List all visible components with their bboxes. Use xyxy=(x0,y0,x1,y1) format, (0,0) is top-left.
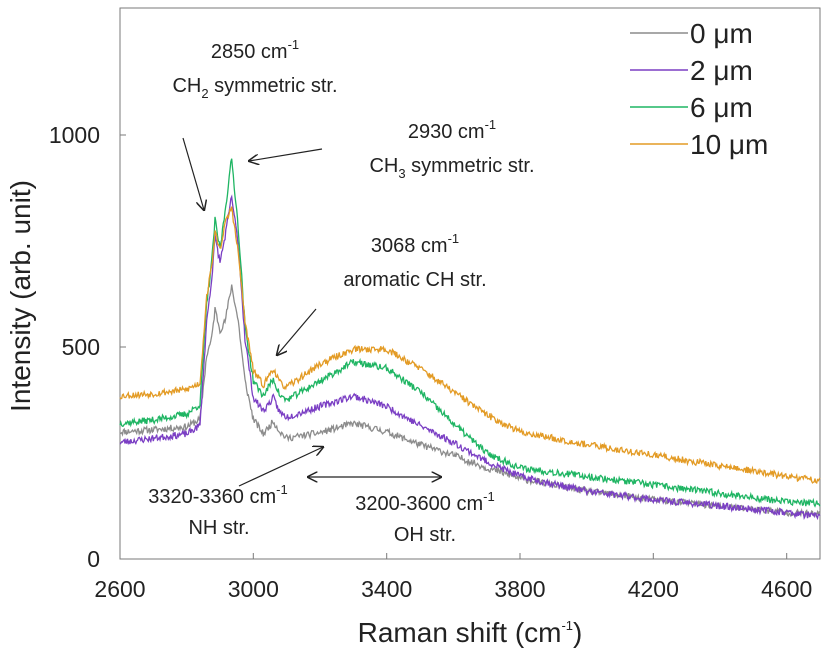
series-line-2um xyxy=(119,194,821,521)
annotation-2850-line1: 2850 cm-1 xyxy=(211,37,299,63)
legend: 0 μm 2 μm 6 μm 10 μm xyxy=(630,18,768,160)
x-axis-title: Raman shift (cm-1) xyxy=(358,617,583,648)
legend-label-0um: 0 μm xyxy=(690,18,753,49)
annotation-2930-arrow xyxy=(249,148,323,161)
annotation-nh-line2: NH str. xyxy=(188,517,249,539)
annotation-2930-line1: 2930 cm-1 xyxy=(408,117,496,143)
annotations: 2850 cm-1 CH2 symmetric str. 2930 cm-1 C… xyxy=(148,37,534,546)
annotation-oh-line2: OH str. xyxy=(394,524,456,546)
x-tick-label: 4200 xyxy=(628,576,679,602)
series-layer xyxy=(119,158,821,521)
annotation-oh-line1: 3200-3600 cm-1 xyxy=(355,489,494,515)
series-line-0um xyxy=(119,284,821,519)
legend-label-2um: 2 μm xyxy=(690,55,753,86)
annotation-3068-line1: 3068 cm-1 xyxy=(371,231,459,257)
x-tick-label: 3000 xyxy=(228,576,279,602)
annotation-nh-line1: 3320-3360 cm-1 xyxy=(148,482,287,508)
x-tick-label: 3800 xyxy=(494,576,545,602)
y-axis-title: Intensity (arb. unit) xyxy=(5,180,36,412)
x-tick-label: 2600 xyxy=(94,576,145,602)
annotation-nh-arrow xyxy=(238,447,323,487)
y-tick-label: 1000 xyxy=(49,122,100,148)
plot-area xyxy=(119,7,821,560)
series-line-6um xyxy=(119,158,821,508)
annotation-3068-line2: aromatic CH str. xyxy=(343,269,486,291)
legend-label-10um: 10 μm xyxy=(690,129,768,160)
legend-label-6um: 6 μm xyxy=(690,92,753,123)
annotation-2930-line2: CH3 symmetric str. xyxy=(369,155,534,181)
x-tick-label: 4600 xyxy=(761,576,812,602)
series-line-10um xyxy=(119,206,821,485)
x-tick-label: 3400 xyxy=(361,576,412,602)
y-tick-label: 500 xyxy=(62,334,100,360)
annotation-2850-arrow xyxy=(182,137,204,210)
y-tick-label: 0 xyxy=(87,546,100,572)
annotation-3068-arrow xyxy=(277,308,317,355)
tick-marks xyxy=(119,134,788,560)
annotation-2850-line2: CH2 symmetric str. xyxy=(172,75,337,101)
